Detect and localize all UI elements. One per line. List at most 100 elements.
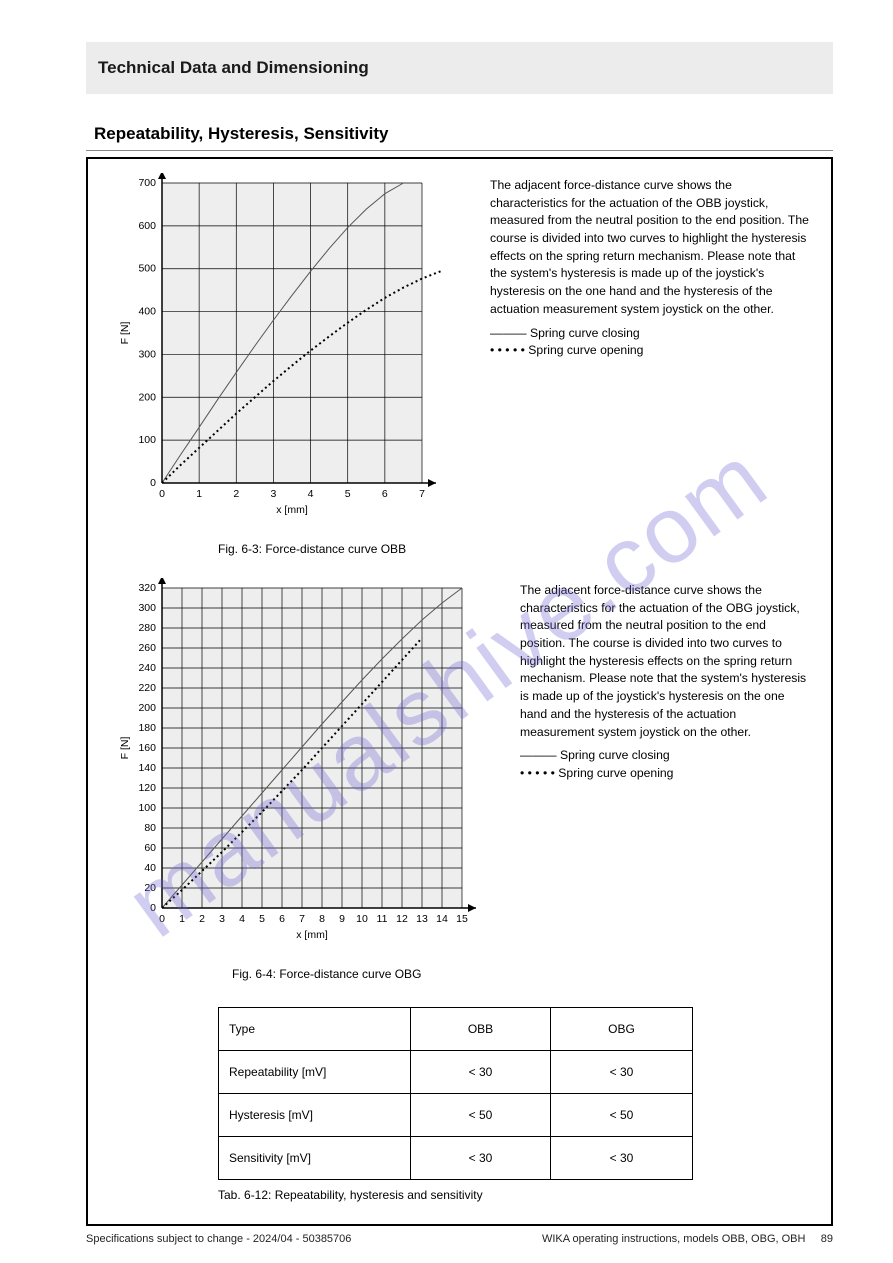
header-title: Technical Data and Dimensioning (98, 58, 369, 78)
svg-text:3: 3 (271, 488, 277, 500)
page-container: Technical Data and Dimensioning Repeatab… (0, 0, 893, 1256)
svg-text:140: 140 (138, 762, 156, 774)
svg-text:1: 1 (196, 488, 202, 500)
th-obg: OBG (551, 1008, 693, 1051)
svg-text:80: 80 (144, 822, 156, 834)
content-panel: 010020030040050060070001234567F [N]x [mm… (86, 157, 833, 1226)
svg-text:400: 400 (138, 306, 156, 318)
solid-line-icon: ——— (490, 326, 527, 340)
svg-text:700: 700 (138, 177, 156, 189)
td: Hysteresis [mV] (219, 1094, 411, 1137)
chart1-col: 0 100 200 300 400 500 600 700 0 1 2 3 4 5 6 7 F [N] x [mm… (108, 173, 478, 556)
chart1-desc: The adjacent force-distance curve shows … (490, 173, 811, 366)
svg-text:6: 6 (279, 913, 285, 925)
td: Sensitivity [mV] (219, 1137, 411, 1180)
svg-text:7: 7 (299, 913, 305, 925)
svg-text:200: 200 (138, 391, 156, 403)
chart1-svg: 0 100 200 300 400 500 600 700 0 1 2 3 4 5 6 7 F [N] x [mm… (108, 173, 478, 533)
svg-text:100: 100 (138, 434, 156, 446)
dotted-line-icon: • • • • • (490, 343, 525, 357)
td: Repeatability [mV] (219, 1051, 411, 1094)
svg-text:0: 0 (159, 488, 165, 500)
svg-text:6: 6 (382, 488, 388, 500)
svg-text:3: 3 (219, 913, 225, 925)
table-row: Repeatability [mV] < 30 < 30 (219, 1051, 693, 1094)
svg-text:F [N]: F [N] (119, 737, 131, 760)
svg-text:9: 9 (339, 913, 345, 925)
chart2-desc: The adjacent force-distance curve shows … (520, 578, 811, 789)
footer-right: WIKA operating instructions, models OBB,… (542, 1233, 833, 1245)
chart1-caption: Fig. 6-3: Force-distance curve OBB (218, 542, 478, 556)
page-number: 89 (821, 1233, 833, 1245)
table-row: Sensitivity [mV] < 30 < 30 (219, 1137, 693, 1180)
chart2-dotted-label: Spring curve opening (558, 766, 673, 780)
chart2-p1: The adjacent force-distance curve shows … (520, 582, 811, 741)
svg-text:13: 13 (416, 913, 428, 925)
svg-text:0: 0 (150, 477, 156, 489)
chart1-legend: ——— Spring curve closing • • • • • Sprin… (490, 325, 811, 360)
svg-text:200: 200 (138, 702, 156, 714)
dotted-line-icon-2: • • • • • (520, 766, 555, 780)
svg-text:20: 20 (144, 882, 156, 894)
chart1-p1: The adjacent force-distance curve shows … (490, 177, 811, 319)
svg-text:240: 240 (138, 662, 156, 674)
svg-text:10: 10 (356, 913, 368, 925)
svg-text:500: 500 (138, 263, 156, 275)
chart2-row: 0204060801001201401601802002202402602803… (108, 578, 811, 981)
page-footer: Specifications subject to change - 2024/… (86, 1233, 833, 1245)
table-row: Hysteresis [mV] < 50 < 50 (219, 1094, 693, 1137)
chart2-caption: Fig. 6-4: Force-distance curve OBG (232, 967, 508, 981)
svg-text:260: 260 (138, 642, 156, 654)
svg-text:F [N]: F [N] (119, 322, 131, 345)
th-type: Type (219, 1008, 411, 1051)
svg-text:x [mm]: x [mm] (296, 929, 328, 941)
chart2-solid-label: Spring curve closing (560, 748, 670, 762)
svg-text:300: 300 (138, 348, 156, 360)
data-table: Type OBB OBG Repeatability [mV] < 30 < 3… (218, 1007, 693, 1180)
chart1-row: 0 100 200 300 400 500 600 700 0 1 2 3 4 5 6 7 F [N] x [mm… (108, 173, 811, 556)
svg-text:1: 1 (179, 913, 185, 925)
svg-text:x [mm]: x [mm] (276, 504, 308, 516)
svg-text:11: 11 (377, 913, 388, 925)
chart2-svg: 0204060801001201401601802002202402602803… (108, 578, 508, 958)
svg-text:4: 4 (308, 488, 314, 500)
svg-text:12: 12 (396, 913, 408, 925)
table-row: Type OBB OBG (219, 1008, 693, 1051)
svg-text:14: 14 (436, 913, 448, 925)
chart1-solid-label: Spring curve closing (530, 326, 640, 340)
table-caption: Tab. 6-12: Repeatability, hysteresis and… (218, 1188, 811, 1202)
svg-text:5: 5 (345, 488, 351, 500)
td: < 30 (551, 1137, 693, 1180)
svg-text:320: 320 (138, 582, 156, 594)
svg-text:220: 220 (138, 682, 156, 694)
svg-text:4: 4 (239, 913, 245, 925)
svg-text:280: 280 (138, 622, 156, 634)
svg-text:0: 0 (159, 913, 165, 925)
svg-text:15: 15 (456, 913, 468, 925)
footer-left: Specifications subject to change - 2024/… (86, 1233, 351, 1245)
td: < 50 (551, 1094, 693, 1137)
svg-text:7: 7 (419, 488, 425, 500)
svg-text:2: 2 (199, 913, 205, 925)
chart2-col: 0204060801001201401601802002202402602803… (108, 578, 508, 981)
svg-text:100: 100 (138, 802, 156, 814)
svg-text:160: 160 (138, 742, 156, 754)
header-band: Technical Data and Dimensioning (86, 42, 833, 94)
svg-text:600: 600 (138, 220, 156, 232)
svg-text:120: 120 (138, 782, 156, 794)
svg-text:2: 2 (233, 488, 239, 500)
svg-text:40: 40 (144, 862, 156, 874)
svg-text:0: 0 (150, 902, 156, 914)
td: < 30 (411, 1137, 551, 1180)
svg-text:300: 300 (138, 602, 156, 614)
td: < 30 (551, 1051, 693, 1094)
svg-text:8: 8 (319, 913, 325, 925)
section-rule (86, 150, 833, 151)
solid-line-icon-2: ——— (520, 748, 557, 762)
svg-text:5: 5 (259, 913, 265, 925)
section-title: Repeatability, Hysteresis, Sensitivity (94, 124, 833, 144)
th-obb: OBB (411, 1008, 551, 1051)
table-wrap: Type OBB OBG Repeatability [mV] < 30 < 3… (218, 1007, 811, 1180)
svg-text:60: 60 (144, 842, 156, 854)
td: < 50 (411, 1094, 551, 1137)
